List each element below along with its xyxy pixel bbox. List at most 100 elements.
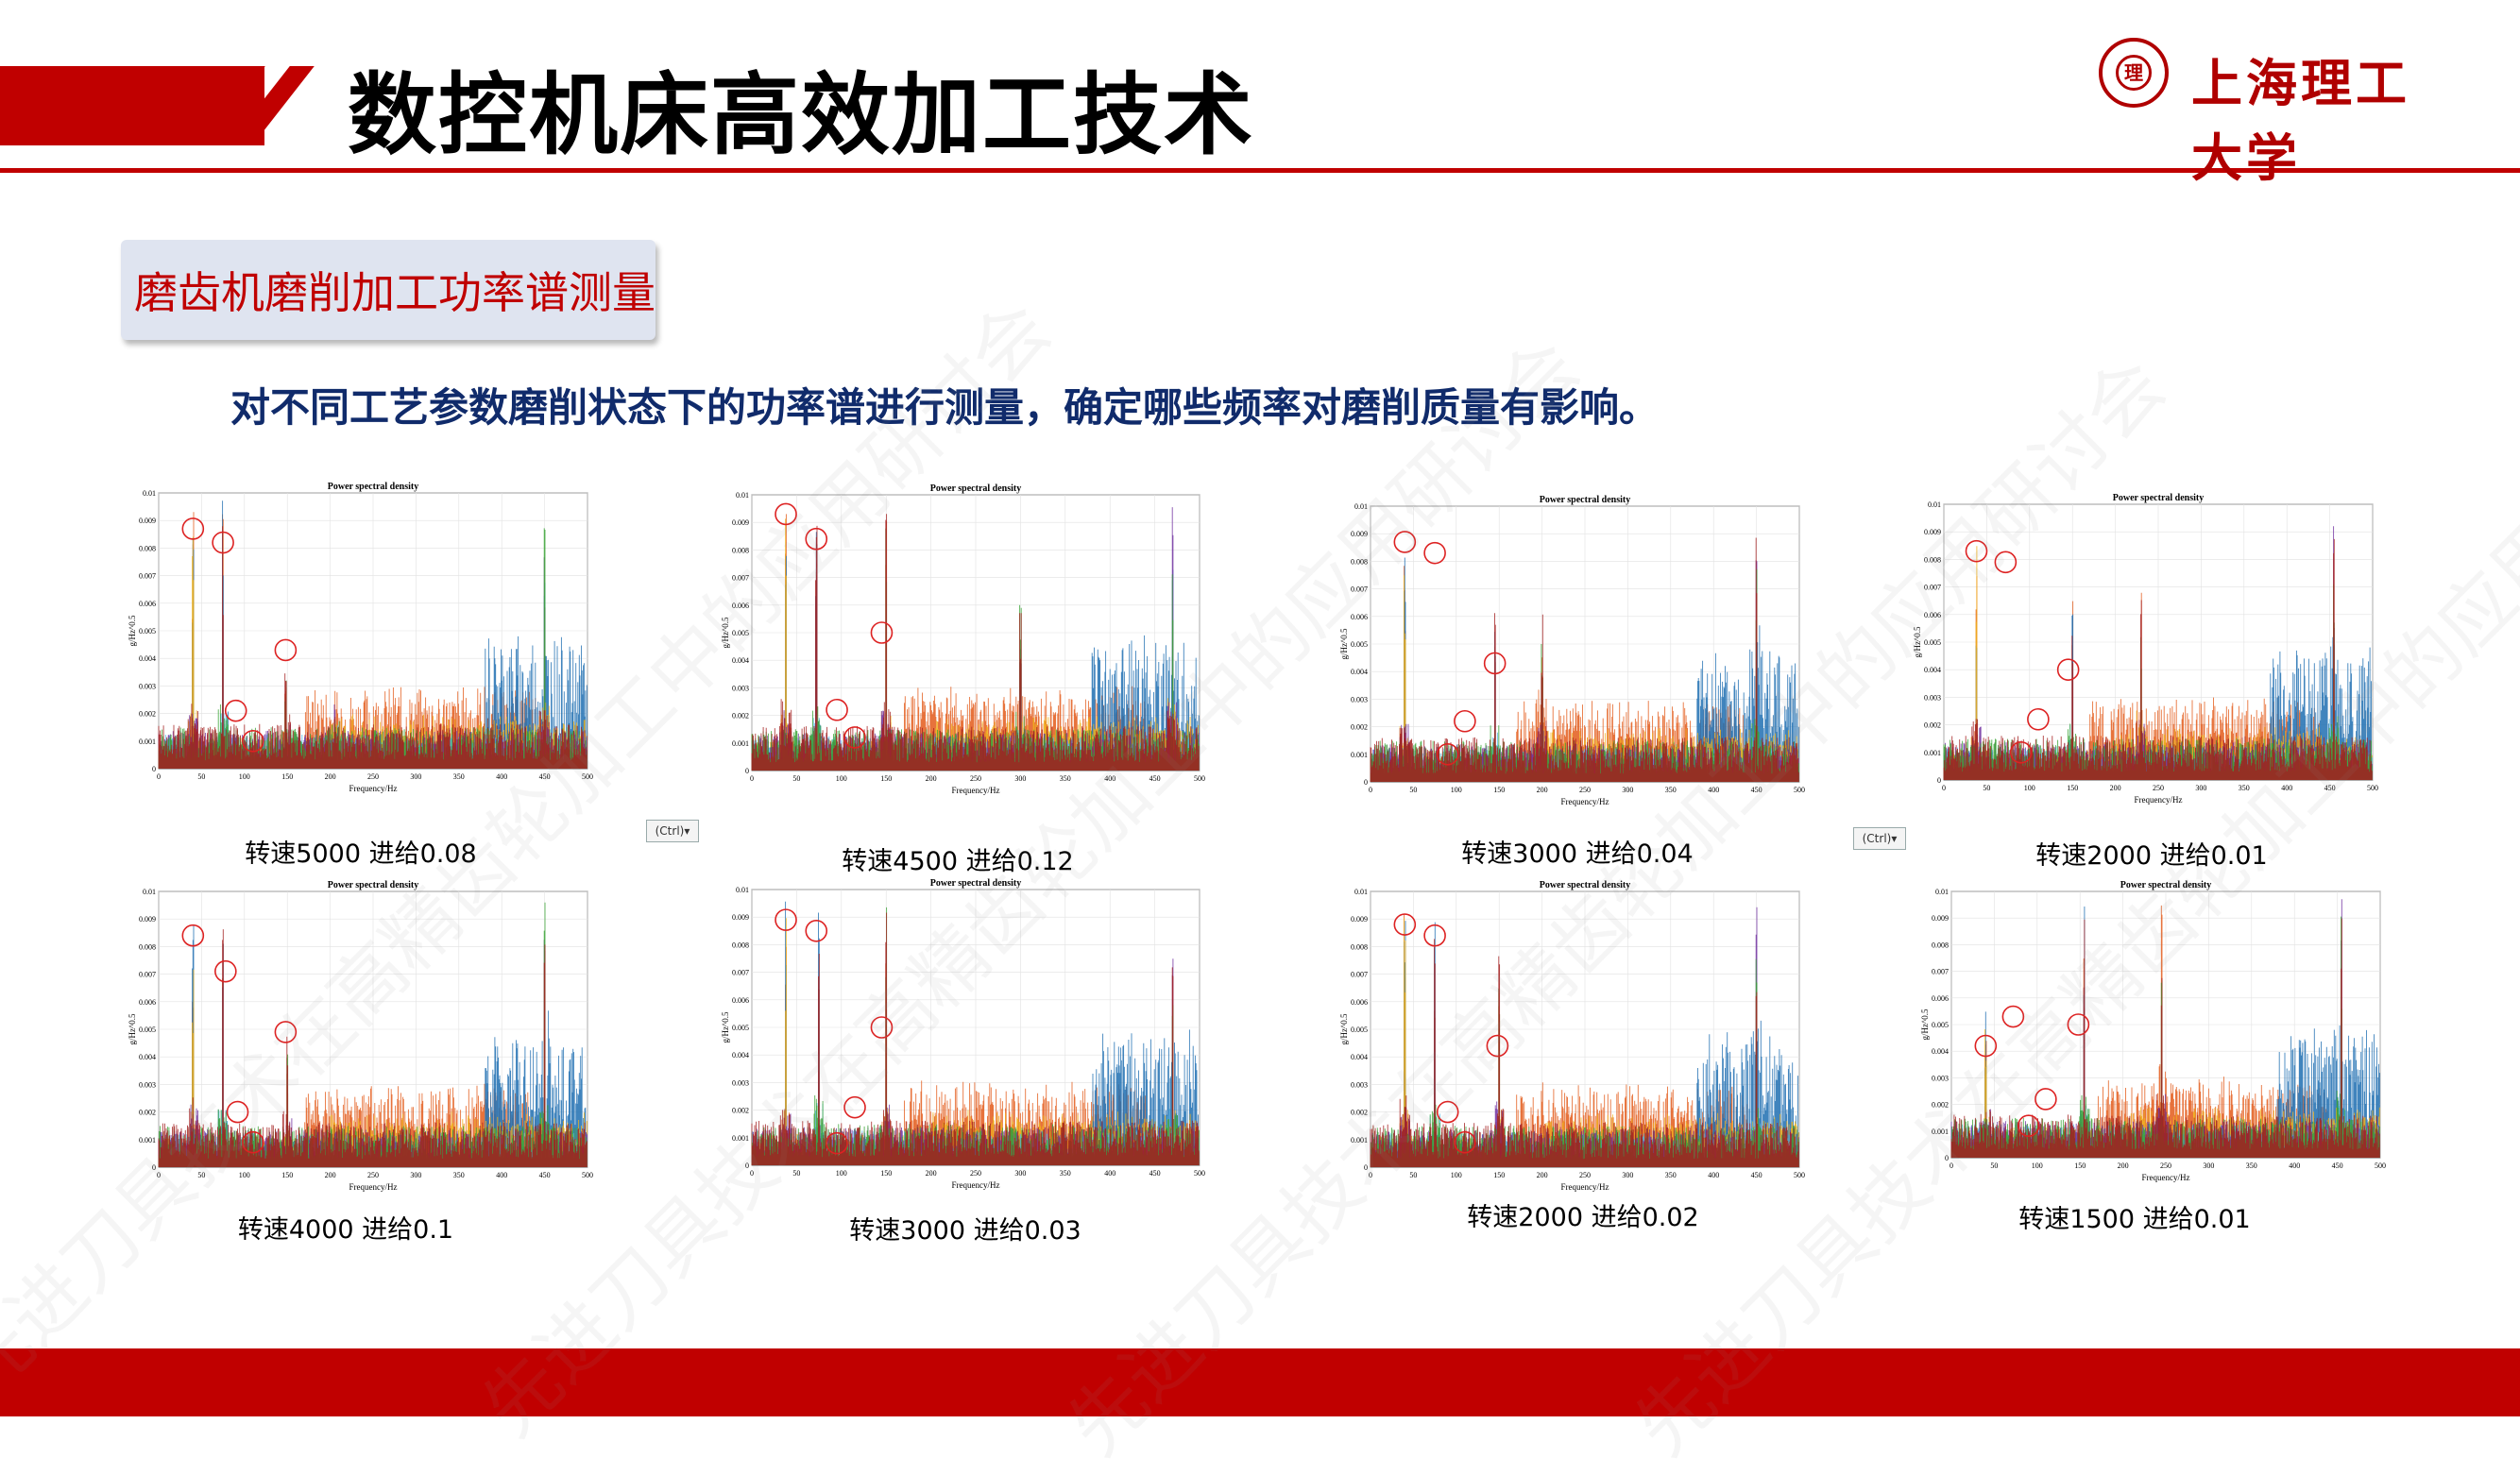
x-tick-label: 500 xyxy=(582,772,593,781)
highlight-circle xyxy=(870,621,894,644)
highlight-circle xyxy=(181,517,205,540)
y-tick-label: 0.005 xyxy=(139,1026,156,1034)
y-tick-label: 0.008 xyxy=(139,544,156,552)
y-tick-label: 0.009 xyxy=(1351,915,1368,924)
x-tick-label: 200 xyxy=(2110,784,2121,792)
y-axis-label: g/Hz^0.5 xyxy=(1920,1009,1930,1040)
paste-options-button-2[interactable]: (Ctrl)▾ xyxy=(1853,827,1906,850)
x-axis-label: Frequency/Hz xyxy=(952,786,1000,795)
x-tick-label: 150 xyxy=(281,1171,293,1179)
y-tick-label: 0.004 xyxy=(139,1053,156,1061)
chart-title: Power spectral density xyxy=(328,880,418,890)
x-tick-label: 400 xyxy=(496,772,507,781)
y-tick-label: 0.003 xyxy=(732,684,749,692)
x-tick-label: 0 xyxy=(750,1169,754,1178)
page-title: 数控机床高效加工技术 xyxy=(348,64,1255,167)
y-tick-label: 0.007 xyxy=(732,969,749,977)
psd-chart: Power spectral density 0 50 100 150 200 250 300… xyxy=(125,878,597,1199)
psd-chart: Power spectral density 0 50 100 150 200 250 300… xyxy=(1337,878,1809,1199)
y-tick-label: 0.001 xyxy=(1924,749,1941,757)
x-tick-label: 100 xyxy=(2024,784,2035,792)
x-tick-label: 150 xyxy=(2067,784,2078,792)
x-tick-label: 50 xyxy=(792,774,800,783)
x-tick-label: 300 xyxy=(410,772,421,781)
x-tick-label: 100 xyxy=(836,774,847,783)
y-tick-label: 0.005 xyxy=(732,629,749,637)
y-tick-label: 0.004 xyxy=(139,654,156,663)
paste-options-button[interactable]: (Ctrl)▾ xyxy=(646,820,699,842)
highlight-circle xyxy=(2056,658,2080,681)
x-tick-label: 50 xyxy=(1409,786,1417,794)
y-tick-label: 0.005 xyxy=(1932,1021,1949,1029)
x-tick-label: 0 xyxy=(1942,784,1946,792)
y-tick-label: 0.006 xyxy=(139,600,156,608)
psd-chart: Power spectral density 0 50 100 150 200 250 300… xyxy=(1337,493,1809,814)
x-tick-label: 450 xyxy=(1751,786,1762,794)
x-axis-label: Frequency/Hz xyxy=(1561,1182,1609,1192)
x-axis-label: Frequency/Hz xyxy=(2135,795,2183,805)
x-tick-label: 50 xyxy=(1983,784,1990,792)
logo-text: 上海理工大学 xyxy=(2191,53,2410,188)
x-tick-label: 200 xyxy=(2118,1161,2129,1170)
x-tick-label: 250 xyxy=(367,772,379,781)
y-tick-label: 0.001 xyxy=(139,1136,156,1144)
y-tick-label: 0.006 xyxy=(139,998,156,1007)
highlight-circle xyxy=(1994,551,2018,574)
x-tick-label: 350 xyxy=(453,1171,465,1179)
chart-title: Power spectral density xyxy=(1540,495,1630,505)
y-tick-label: 0.003 xyxy=(732,1078,749,1087)
y-tick-label: 0.01 xyxy=(1354,888,1368,896)
x-axis-label: Frequency/Hz xyxy=(349,1182,398,1192)
highlight-circle xyxy=(2067,1013,2090,1036)
x-tick-label: 50 xyxy=(197,1171,205,1179)
y-tick-label: 0 xyxy=(745,767,749,775)
x-tick-label: 150 xyxy=(880,774,892,783)
x-tick-label: 250 xyxy=(2160,1161,2171,1170)
psd-series xyxy=(1370,939,1799,1167)
x-tick-label: 400 xyxy=(496,1171,507,1179)
highlight-circle xyxy=(826,698,848,721)
y-tick-label: 0.001 xyxy=(732,1134,749,1143)
psd-series xyxy=(1950,918,2380,1158)
x-tick-label: 300 xyxy=(1622,786,1633,794)
x-tick-label: 100 xyxy=(1451,1171,1462,1179)
y-axis-label: g/Hz^0.5 xyxy=(721,617,730,648)
highlight-circle xyxy=(805,919,828,942)
y-tick-label: 0.006 xyxy=(1351,613,1368,621)
highlight-circle xyxy=(1436,742,1459,766)
x-axis-label: Frequency/Hz xyxy=(1561,797,1609,806)
y-tick-label: 0.002 xyxy=(732,1107,749,1115)
x-tick-label: 500 xyxy=(2367,784,2378,792)
y-tick-label: 0.002 xyxy=(1351,723,1368,732)
x-tick-label: 500 xyxy=(1194,1169,1205,1178)
y-tick-label: 0.008 xyxy=(1932,941,1949,949)
y-tick-label: 0.009 xyxy=(139,915,156,924)
x-tick-label: 200 xyxy=(325,772,336,781)
highlight-circle xyxy=(1454,709,1476,733)
x-tick-label: 250 xyxy=(1579,1171,1591,1179)
chart-title: Power spectral density xyxy=(930,878,1021,889)
psd-series xyxy=(751,912,1200,1165)
highlight-circle xyxy=(1423,541,1446,565)
y-tick-label: 0.004 xyxy=(732,1051,749,1060)
psd-chart-svg: Power spectral density 0 50 100 150 200 250 300… xyxy=(1339,495,1805,806)
x-tick-label: 400 xyxy=(2281,784,2292,792)
psd-chart-svg: Power spectral density 0 50 100 150 200 250 300… xyxy=(721,483,1205,795)
x-tick-label: 150 xyxy=(2074,1161,2086,1170)
psd-series xyxy=(158,526,587,769)
x-tick-label: 100 xyxy=(2032,1161,2043,1170)
x-tick-label: 450 xyxy=(1751,1171,1762,1179)
chart-title: Power spectral density xyxy=(2120,880,2211,890)
x-tick-label: 400 xyxy=(2289,1161,2300,1170)
highlight-circle xyxy=(2017,1114,2040,1137)
x-tick-label: 150 xyxy=(1493,1171,1505,1179)
y-tick-label: 0.002 xyxy=(139,1109,156,1117)
x-tick-label: 400 xyxy=(1708,1171,1719,1179)
x-tick-label: 150 xyxy=(880,1169,892,1178)
y-tick-label: 0.006 xyxy=(732,602,749,610)
psd-chart: Power spectral density 0 50 100 150 200 250 300… xyxy=(718,482,1209,803)
y-tick-label: 0.008 xyxy=(1351,942,1368,951)
y-tick-label: 0.007 xyxy=(732,574,749,583)
chart-title: Power spectral density xyxy=(2113,493,2204,503)
y-tick-label: 0.008 xyxy=(139,942,156,951)
